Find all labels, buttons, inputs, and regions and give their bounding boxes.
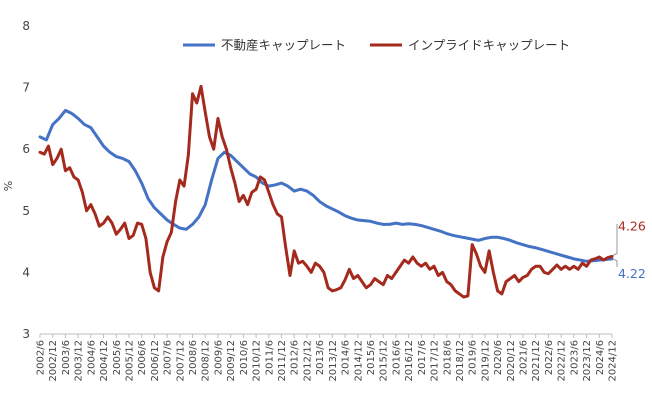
x-tick-label: 2009/6: [213, 340, 224, 375]
x-tick-label: 2021/12: [531, 340, 542, 382]
x-tick-label: 2004/6: [86, 340, 97, 375]
y-tick-label: 5: [22, 204, 30, 218]
end-labels: 4.26 4.22: [612, 218, 646, 281]
x-tick-label: 2023/6: [569, 340, 580, 375]
x-tick-label: 2015/12: [379, 340, 390, 382]
x-tick-label: 2009/12: [226, 340, 237, 382]
x-tick-label: 2011/12: [277, 340, 288, 382]
y-tick-label: 3: [22, 327, 30, 341]
x-tick-label: 2007/6: [163, 340, 174, 375]
end-label-real-estate-cap-rate: 4.22: [618, 266, 646, 281]
x-tick-label: 2004/12: [99, 340, 110, 382]
y-tick-label: 4: [22, 265, 30, 279]
x-tick-label: 2020/6: [493, 340, 504, 375]
x-tick-label: 2016/6: [391, 340, 402, 375]
x-tick-label: 2018/6: [442, 340, 453, 375]
x-tick-label: 2013/6: [315, 340, 326, 375]
x-tick-label: 2019/6: [468, 340, 479, 375]
series-line-implied-cap-rate: [38, 84, 614, 299]
x-tick-label: 2008/6: [188, 340, 199, 375]
x-tick-label: 2018/12: [455, 340, 466, 382]
x-tick-label: 2021/6: [519, 340, 530, 375]
x-tick-label: 2024/12: [608, 340, 619, 382]
x-axis-ticks: 2002/6 2002/12 2003/6 2003/12 2004/6 2004/12 2…: [36, 334, 619, 382]
x-tick-label: 2014/6: [341, 340, 352, 375]
x-tick-label: 2015/6: [366, 340, 377, 375]
x-tick-label: 2005/6: [112, 340, 123, 375]
legend-label: インプライドキャップレート: [408, 38, 570, 53]
y-tick-label: 6: [22, 142, 30, 156]
legend-label: 不動産キャップレート: [221, 38, 346, 53]
x-tick-label: 2019/12: [480, 340, 491, 382]
x-tick-label: 2014/12: [353, 340, 364, 382]
x-tick-label: 2012/12: [302, 340, 313, 382]
x-tick-label: 2017/12: [430, 340, 441, 382]
x-tick-label: 2013/12: [328, 340, 339, 382]
x-tick-label: 2022/6: [544, 340, 555, 375]
x-tick-label: 2003/12: [74, 340, 85, 382]
x-tick-label: 2012/6: [290, 340, 301, 375]
x-tick-label: 2002/6: [36, 340, 47, 375]
x-tick-label: 2022/12: [557, 340, 568, 382]
x-tick-label: 2017/6: [417, 340, 428, 375]
x-tick-label: 2024/6: [595, 340, 606, 375]
bracket-upper: [612, 223, 618, 256]
series-line-real-estate-cap-rate: [38, 108, 614, 263]
x-tick-label: 2016/12: [404, 340, 415, 382]
x-tick-label: 2010/6: [239, 340, 250, 375]
x-tick-label: 2020/12: [506, 340, 517, 382]
y-tick-label: 7: [22, 81, 30, 95]
y-axis-label: %: [2, 181, 15, 191]
x-tick-label: 2007/12: [175, 340, 186, 382]
end-label-implied-cap-rate: 4.26: [618, 218, 646, 233]
x-tick-label: 2005/12: [124, 340, 135, 382]
x-tick-label: 2003/6: [61, 340, 72, 375]
x-tick-label: 2006/12: [150, 340, 161, 382]
y-axis-ticks: 3 4 5 6 7 8: [22, 19, 30, 341]
x-tick-label: 2002/12: [48, 340, 59, 382]
x-tick-label: 2010/12: [252, 340, 263, 382]
x-tick-label: 2011/6: [264, 340, 275, 375]
y-tick-label: 8: [22, 19, 30, 33]
series-lines: [38, 84, 614, 299]
x-tick-label: 2008/12: [201, 340, 212, 382]
legend: 不動産キャップレート インプライドキャップレート: [183, 38, 570, 53]
x-tick-label: 2023/12: [582, 340, 593, 382]
bracket-lower: [612, 258, 618, 267]
x-tick-label: 2006/6: [137, 340, 148, 375]
